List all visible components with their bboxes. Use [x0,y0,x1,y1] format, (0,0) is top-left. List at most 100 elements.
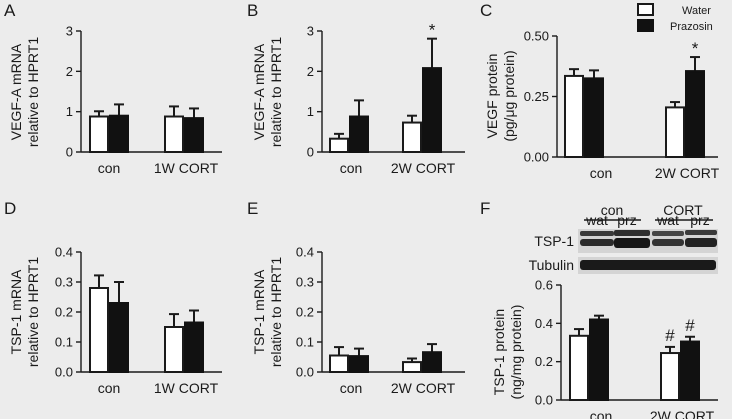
legend-label-prazosin: Prazosin [670,21,713,33]
y-tick-label: 0.25 [524,89,549,104]
y-tick-label: 0.0 [55,365,73,380]
blot-lane-label: wat [585,212,608,228]
y-tick-label: 0 [66,145,73,160]
blot-band [652,239,684,246]
legend: Water Prazosin [637,3,713,33]
blot-band [580,239,614,246]
x-category-label: con [98,160,121,176]
y-axis-label-line2: (ng/mg protein) [508,305,524,400]
bar-prazosin [109,302,129,373]
panel-e: E TSP-1 mRNA relative to HPRT1 0.0 0.1 0.2… [247,199,465,396]
y-tick-label: 3 [66,24,73,39]
y-axis-label-line1: TSP-1 mRNA [251,269,267,354]
panel-b: B VEGF-A mRNA relative to HPRT1 0 1 2 3 con 2… [247,1,465,176]
panel-letter: E [247,199,258,218]
y-axis-label-line1: VEGF-A mRNA [8,43,24,140]
bar-prazosin [422,67,442,153]
panel-a: A VEGF-A mRNA relative to HPRT1 0 1 2 3 con 1… [4,1,222,176]
blot-group-label-cort: CORT [663,202,703,218]
y-tick-label: 0.6 [535,278,553,293]
y-tick-label: 0.3 [296,275,314,290]
blot-group-label-con: con [601,202,624,218]
blot-lane-label: prz [617,212,636,228]
y-axis-label: VEGF protein (pg/μg protein) [484,50,517,141]
bar-water [89,287,109,373]
y-tick-label: 0.4 [535,316,553,331]
bar-prazosin [589,318,609,401]
blot-row-label-tsp1: TSP-1 [534,233,574,249]
y-axis-label: TSP-1 mRNA relative to HPRT1 [251,257,284,367]
panel-letter: D [4,199,16,218]
x-category-label: 2W CORT [391,160,456,176]
y-tick-label: 0.1 [55,335,73,350]
blot-band [685,238,717,247]
significance-marker: # [665,326,675,345]
blot-band [580,260,716,270]
blot-band [685,230,717,235]
y-axis-label-line1: TSP-1 mRNA [8,269,24,354]
western-blot: con CORT wat prz wat prz TSP-1 Tubulin [529,202,718,274]
y-axis-label-line1: TSP-1 protein [491,309,507,395]
panel-letter: A [4,1,16,20]
bar-water [569,334,589,401]
significance-marker: * [429,21,436,40]
y-tick-label: 0.2 [296,305,314,320]
panel-letter: B [247,1,258,20]
y-axis-label: TSP-1 protein (ng/mg protein) [491,305,524,400]
bar-prazosin [184,117,204,154]
bar-water [164,115,184,153]
panel-letter: C [480,1,492,20]
y-axis-label-line2: relative to HPRT1 [268,257,284,367]
bar-prazosin [422,351,442,374]
significance-marker: # [685,316,695,335]
bar-water [564,74,584,158]
y-tick-label: 0.4 [55,245,73,260]
legend-swatch-water [637,3,654,16]
blot-band [614,230,650,236]
y-axis-label: TSP-1 mRNA relative to HPRT1 [8,257,41,367]
x-category-label: con [340,160,363,176]
panel-f: F TSP-1 protein (ng/mg protein) con CORT… [480,199,718,419]
bar-prazosin [685,70,705,158]
bar-prazosin [680,340,700,401]
significance-marker: * [692,39,699,58]
bar-water [402,361,422,374]
bar-water [89,115,109,153]
y-tick-label: 0.3 [55,275,73,290]
bar-prazosin [184,321,204,373]
y-axis-label-line2: relative to HPRT1 [25,37,41,147]
y-tick-label: 0.0 [535,393,553,408]
bar-water [164,326,184,373]
y-axis-label-line2: relative to HPRT1 [25,257,41,367]
y-tick-label: 0.2 [535,354,553,369]
y-tick-label: 3 [307,24,314,39]
x-category-label: 1W CORT [154,160,219,176]
x-category-label: con [340,380,363,396]
bar-water [402,121,422,153]
bar-prazosin [349,355,369,374]
blot-band [652,231,684,236]
legend-swatch-prazosin [637,19,654,32]
y-axis-label: VEGF-A mRNA relative to HPRT1 [8,37,41,147]
y-axis-label-line1: VEGF-A mRNA [251,43,267,140]
panel-c: C VEGF protein (pg/μg protein) 0.00 0.25 0… [480,1,720,181]
blot-band [614,238,650,248]
y-axis-label: VEGF-A mRNA relative to HPRT1 [251,37,284,147]
blot-strip-tubulin [578,257,718,274]
bar-prazosin [349,115,369,153]
y-tick-label: 0 [307,145,314,160]
y-axis-label-line1: VEGF protein [484,54,500,139]
x-category-label: 2W CORT [650,408,715,419]
bar-prazosin [584,77,604,158]
x-category-label: con [590,165,613,181]
y-tick-label: 0.00 [524,150,549,165]
y-tick-label: 1 [66,104,73,119]
y-axis-label-line2: relative to HPRT1 [268,37,284,147]
y-tick-label: 0.0 [296,365,314,380]
x-category-label: 1W CORT [154,380,219,396]
y-axis-label-line2: (pg/μg protein) [501,50,517,141]
x-category-label: con [98,380,121,396]
y-tick-label: 0.50 [524,29,549,44]
y-tick-label: 1 [307,104,314,119]
